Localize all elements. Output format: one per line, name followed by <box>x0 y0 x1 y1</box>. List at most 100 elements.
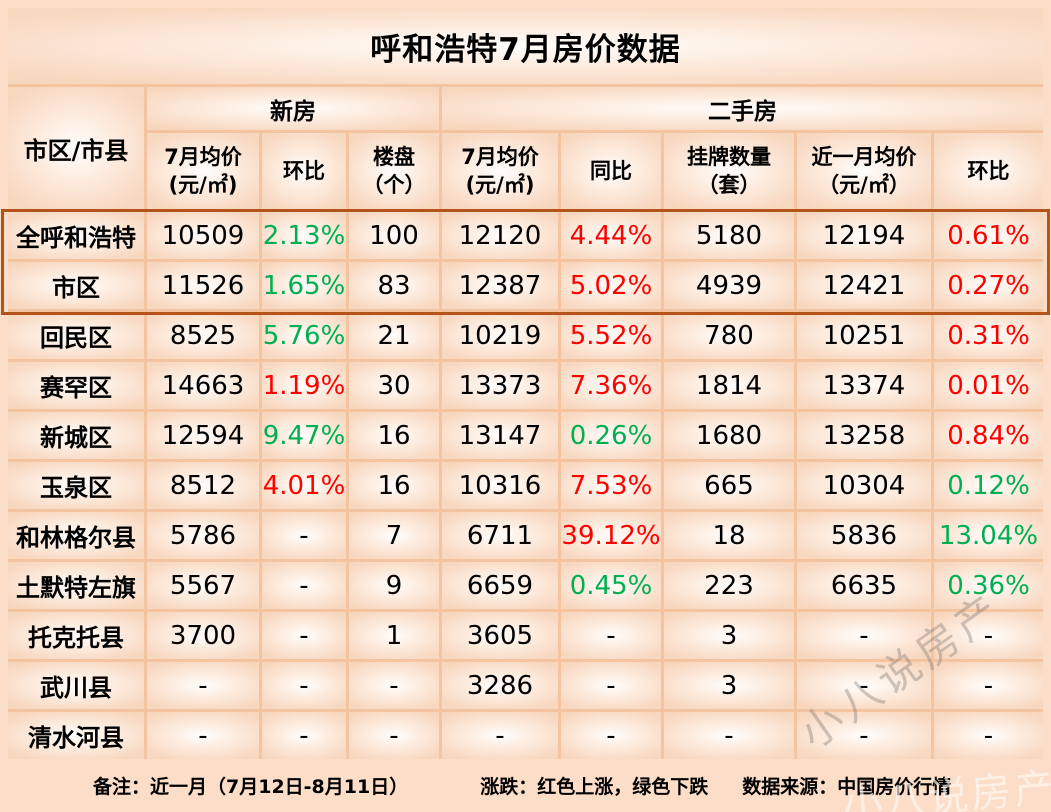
data-cell: 13147 <box>442 412 558 459</box>
row-label: 和林格尔县 <box>8 512 144 559</box>
data-cell: 12594 <box>147 412 259 459</box>
row-label: 赛罕区 <box>8 362 144 409</box>
data-cell: 4.01% <box>262 462 346 509</box>
data-cell: - <box>262 562 346 609</box>
data-cell: 7 <box>349 512 439 559</box>
data-cell: 6711 <box>442 512 558 559</box>
data-cell: 3 <box>664 662 794 709</box>
data-cell: 4939 <box>664 262 794 309</box>
data-cell: - <box>262 512 346 559</box>
data-cell: 18 <box>664 512 794 559</box>
data-cell: 7.53% <box>561 462 661 509</box>
data-cell: 1.65% <box>262 262 346 309</box>
data-cell: 223 <box>664 562 794 609</box>
column-header-new-mom: 环比 <box>262 133 346 209</box>
data-cell: 0.36% <box>934 562 1043 609</box>
data-cell: - <box>262 662 346 709</box>
price-table: 呼和浩特7月房价数据 市区/市县 新房 二手房 7月均价 (元/㎡) 环比 楼盘… <box>8 8 1043 759</box>
data-cell: 39.12% <box>561 512 661 559</box>
row-label: 新城区 <box>8 412 144 459</box>
data-cell: - <box>797 662 931 709</box>
data-cell: 10509 <box>147 212 259 259</box>
footer-note: 备注：近一月（7月12日-8月11日） <box>93 775 409 798</box>
data-cell: 0.26% <box>561 412 661 459</box>
data-cell: 1.19% <box>262 362 346 409</box>
data-cell: - <box>561 662 661 709</box>
data-cell: 13.04% <box>934 512 1043 559</box>
data-cell: 5.52% <box>561 312 661 359</box>
data-cell: 1814 <box>664 362 794 409</box>
row-label: 回民区 <box>8 312 144 359</box>
data-cell: 3605 <box>442 612 558 659</box>
row-label: 武川县 <box>8 662 144 709</box>
data-cell: 13374 <box>797 362 931 409</box>
data-cell: 10304 <box>797 462 931 509</box>
data-cell: 100 <box>349 212 439 259</box>
data-cell: 665 <box>664 462 794 509</box>
column-header-sh-avg-price: 7月均价 (元/㎡) <box>442 133 558 209</box>
data-cell: - <box>934 612 1043 659</box>
data-cell: 0.61% <box>934 212 1043 259</box>
data-cell: 3 <box>664 612 794 659</box>
row-label: 清水河县 <box>8 712 144 759</box>
data-cell: 12421 <box>797 262 931 309</box>
group-header-new-homes: 新房 <box>147 87 439 130</box>
data-cell: 10219 <box>442 312 558 359</box>
data-cell: 5.76% <box>262 312 346 359</box>
data-cell: 5.02% <box>561 262 661 309</box>
data-cell: 5836 <box>797 512 931 559</box>
data-cell: 5180 <box>664 212 794 259</box>
footer-notes: 备注：近一月（7月12日-8月11日） 涨跌：红色上涨，绿色下跌 数据来源：中国… <box>8 762 1043 808</box>
data-cell: - <box>262 612 346 659</box>
page-title: 呼和浩特7月房价数据 <box>8 8 1043 84</box>
data-cell: - <box>934 712 1043 759</box>
data-cell: 21 <box>349 312 439 359</box>
data-cell: 780 <box>664 312 794 359</box>
data-cell: 6635 <box>797 562 931 609</box>
row-label: 土默特左旗 <box>8 562 144 609</box>
column-header-new-projects: 楼盘 （个） <box>349 133 439 209</box>
data-cell: - <box>349 662 439 709</box>
data-cell: - <box>561 612 661 659</box>
data-cell: 5567 <box>147 562 259 609</box>
column-header-sh-listings: 挂牌数量 （套） <box>664 133 794 209</box>
data-cell: - <box>442 712 558 759</box>
data-cell: 13373 <box>442 362 558 409</box>
row-label: 托克托县 <box>8 612 144 659</box>
data-cell: 0.12% <box>934 462 1043 509</box>
data-cell: 11526 <box>147 262 259 309</box>
data-cell: 10316 <box>442 462 558 509</box>
column-header-sh-month-avg: 近一月均价 （元/㎡） <box>797 133 931 209</box>
data-cell: - <box>664 712 794 759</box>
data-cell: - <box>561 712 661 759</box>
data-cell: 0.01% <box>934 362 1043 409</box>
row-header-cell: 市区/市县 <box>8 87 144 209</box>
data-cell: 8512 <box>147 462 259 509</box>
data-cell: 0.27% <box>934 262 1043 309</box>
data-cell: 3286 <box>442 662 558 709</box>
data-cell: 10251 <box>797 312 931 359</box>
data-cell: 6659 <box>442 562 558 609</box>
data-cell: 2.13% <box>262 212 346 259</box>
data-cell: - <box>147 662 259 709</box>
data-cell: - <box>147 712 259 759</box>
data-cell: 16 <box>349 462 439 509</box>
data-cell: 16 <box>349 412 439 459</box>
column-header-sh-mom: 环比 <box>934 133 1043 209</box>
data-cell: 13258 <box>797 412 931 459</box>
row-label: 全呼和浩特 <box>8 212 144 259</box>
data-cell: 0.45% <box>561 562 661 609</box>
data-cell: 9.47% <box>262 412 346 459</box>
data-cell: - <box>797 612 931 659</box>
column-header-new-avg-price: 7月均价 (元/㎡) <box>147 133 259 209</box>
column-header-sh-yoy: 同比 <box>561 133 661 209</box>
data-cell: 8525 <box>147 312 259 359</box>
data-cell: 1680 <box>664 412 794 459</box>
row-label: 市区 <box>8 262 144 309</box>
data-cell: 1 <box>349 612 439 659</box>
data-cell: 30 <box>349 362 439 409</box>
data-cell: - <box>797 712 931 759</box>
data-cell: - <box>349 712 439 759</box>
data-cell: 0.31% <box>934 312 1043 359</box>
